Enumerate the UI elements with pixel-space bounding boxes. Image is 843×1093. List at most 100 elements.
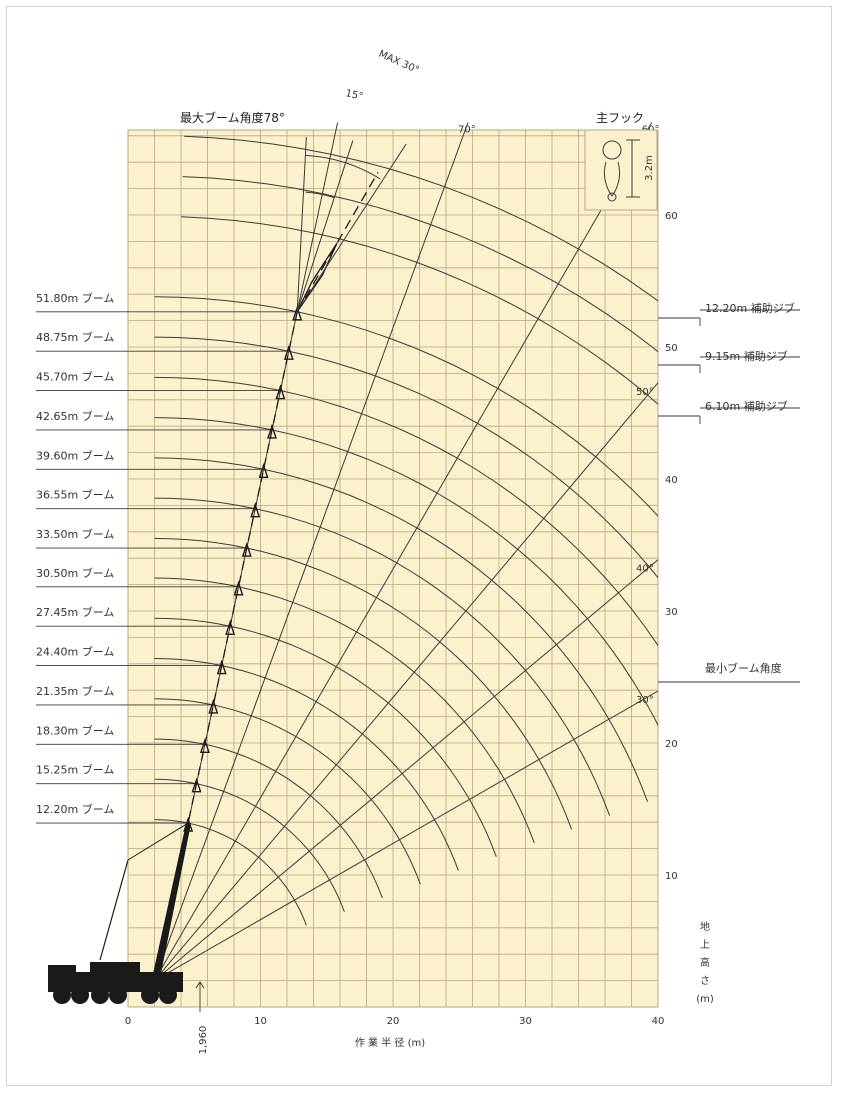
x-axis-label: 作 業 半 径 (m) (355, 1036, 425, 1049)
boom-arc-13 (154, 336, 658, 579)
boom-length-label-2: 15.25m ブーム (36, 763, 114, 777)
boom-length-label-9: 36.55m ブーム (36, 488, 114, 502)
x-tick-label-40: 40 (652, 1016, 665, 1027)
crane-truck-icon (48, 962, 183, 1004)
y-axis-label-char-4: さ (700, 975, 710, 987)
boom-tip-arrow (208, 698, 219, 714)
boom-length-label-10: 39.60m ブーム (36, 448, 114, 462)
boom-tip-arrow (283, 344, 294, 360)
boom-arc-11 (154, 417, 658, 727)
boom-tip-arrow (216, 659, 227, 675)
truck-wheel-6 (159, 986, 177, 1004)
min-boom-angle-label: 最小ブーム角度 (705, 661, 782, 675)
truck-front (48, 965, 76, 974)
x-tick-label-30: 30 (519, 1016, 532, 1027)
y-tick-label-60: 60 (665, 211, 678, 222)
boom-length-label-3: 18.30m ブーム (36, 723, 114, 737)
boom-tip-arrow (241, 541, 252, 557)
y-tick-label-30: 30 (665, 607, 678, 618)
angle-label-40: 40° (636, 564, 654, 575)
truck-wheel-5 (141, 986, 159, 1004)
truck-wheel-4 (109, 986, 127, 1004)
y-tick-label-20: 20 (665, 739, 678, 750)
hook-dimension-label: 3.2m (644, 155, 655, 181)
boom-tip-arrow (191, 777, 202, 793)
y-tick-label-50: 50 (665, 343, 678, 354)
truck-wheel-3 (91, 986, 109, 1004)
boom-tip-arrow (267, 423, 277, 439)
jib-arc-2 (182, 176, 658, 353)
page-frame (6, 6, 832, 1086)
hook-block-icon (603, 161, 621, 197)
plot-border (127, 129, 659, 1008)
jib-section (296, 242, 338, 313)
jib-centerline (296, 171, 379, 313)
jib-arc-3 (181, 216, 658, 405)
jib-arc-1 (184, 135, 658, 302)
boom-tip-arrow (275, 384, 286, 400)
jib-offset-max-arc (305, 154, 381, 180)
y-axis-label-char-2: 上 (700, 939, 710, 951)
crane-gantry-line (99, 859, 129, 961)
y-tick-label-10: 10 (665, 871, 678, 882)
x-tick-label-10: 10 (254, 1016, 267, 1027)
angle-label-70: 70° (458, 125, 476, 136)
boom-tip-arrow (250, 502, 261, 518)
boom-arc-9 (154, 497, 611, 816)
y-axis-label-char-5: (m) (696, 994, 714, 1005)
hook-icon (607, 192, 617, 202)
main-hook-inset (584, 129, 658, 211)
jib-arcs (181, 135, 658, 405)
base-boom-section (151, 823, 192, 981)
x-tick-label-20: 20 (387, 1016, 400, 1027)
hook-inset-frame (584, 129, 658, 211)
jib-length-label-3: 6.10m 補助ジブ (705, 399, 788, 413)
jib-ref-line-1 (296, 136, 307, 312)
boom-arc-8 (154, 537, 573, 830)
crane-pendant-line (127, 822, 189, 861)
boom-length-label-4: 21.35m ブーム (36, 684, 114, 698)
truck-wheel-2 (71, 986, 89, 1004)
boom-length-label-6: 27.45m ブーム (36, 605, 114, 619)
boom-arc-12 (154, 376, 658, 647)
pivot-offset-label: 1,960 (198, 1026, 209, 1055)
boom-length-label-14: 51.80m ブーム (36, 291, 114, 305)
truck-cab (90, 962, 140, 974)
boom-length-label-12: 45.70m ブーム (36, 370, 114, 384)
boom-leaders (36, 305, 303, 832)
pivot-dimension-arrow (195, 981, 205, 989)
angle-line-60 (154, 122, 653, 981)
boom-length-label-7: 30.50m ブーム (36, 566, 114, 580)
jib-offset-max-label: MAX 30° (377, 49, 421, 77)
y-tick-label-40: 40 (665, 475, 678, 486)
boom-tip-arrow (258, 463, 269, 479)
main-hook-label: 主フック (596, 111, 644, 125)
y-axis-label-char-1: 地 (700, 920, 710, 933)
max-boom-angle-label: 最大ブーム角度78° (180, 110, 285, 125)
boom-length-label-5: 24.40m ブーム (36, 645, 114, 659)
jib-length-label-2: 9.15m 補助ジブ (705, 349, 788, 363)
boom-length-label-13: 48.75m ブーム (36, 330, 114, 344)
angle-line-50 (154, 382, 659, 981)
boom-tip-arrow (233, 580, 244, 596)
boom-length-label-1: 12.20m ブーム (36, 802, 114, 816)
boom-tip-arrow (292, 305, 303, 321)
angle-line-70 (154, 122, 469, 981)
boom-tip-arrow (225, 619, 236, 635)
angle-line-40 (154, 559, 659, 981)
boom-arc-10 (154, 457, 649, 802)
jib-offset-15-label: 15° (344, 88, 364, 102)
jib-length-label-1: 12.20m 補助ジブ (705, 301, 795, 315)
jib-ref-line-3 (296, 143, 407, 313)
boom-length-label-8: 33.50m ブーム (36, 527, 114, 541)
x-tick-label-0: 0 (125, 1016, 131, 1027)
y-axis-label-char-3: 高 (700, 956, 710, 969)
jib-ref-line-2 (296, 140, 354, 312)
hook-sheave-icon (602, 140, 622, 160)
boom-length-label-11: 42.65m ブーム (36, 409, 114, 423)
truck-wheel-1 (53, 986, 71, 1004)
boom-arc-14 (154, 296, 658, 517)
boom-tip-arrow (199, 738, 210, 754)
